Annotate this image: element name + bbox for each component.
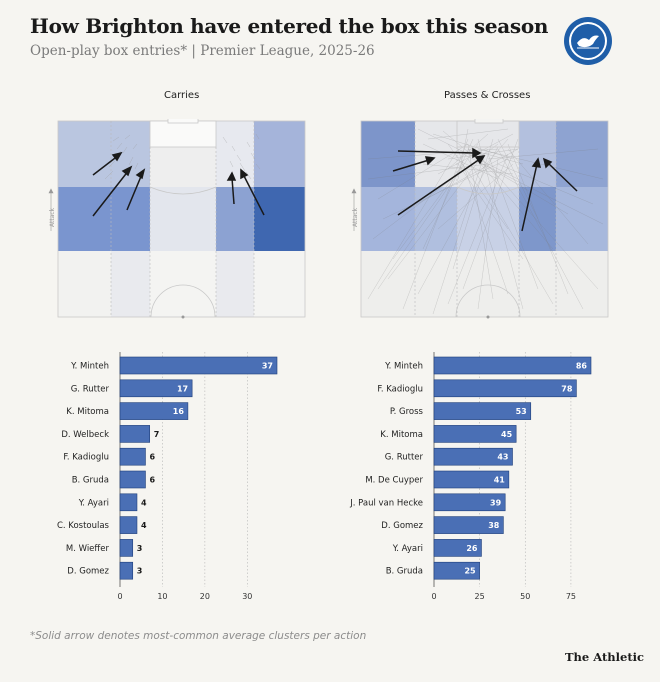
bar <box>433 425 517 443</box>
bar-value-label: 6 <box>149 476 155 485</box>
x-tick-label: 10 <box>157 592 167 601</box>
bar-value-label: 6 <box>149 453 155 462</box>
bar-label: C. Kostoulas <box>57 521 110 531</box>
bar <box>119 425 151 443</box>
pitch-zones <box>361 121 608 317</box>
brighton-crest-logo <box>564 17 612 65</box>
bar-value-label: 86 <box>576 362 588 371</box>
footnote: *Solid arrow denotes most-common average… <box>30 630 367 642</box>
x-tick-label: 0 <box>431 592 436 601</box>
x-tick-label: 50 <box>520 592 530 601</box>
bar <box>433 402 532 420</box>
bar <box>119 561 134 580</box>
bar-value-label: 43 <box>497 453 508 462</box>
bar-value-label: 41 <box>494 476 506 485</box>
bar-label: G. Rutter <box>71 384 110 394</box>
bar <box>433 470 510 489</box>
carries-bar-chart: 0 10 20 30Y. Minteh 37G. Rutter 17K. Mitoma 16… <box>57 352 278 601</box>
bar-label: Y. Minteh <box>70 362 109 372</box>
bar-label: D. Gomez <box>67 567 109 577</box>
bar-label: B. Gruda <box>72 476 109 486</box>
bar-value-label: 26 <box>466 544 478 553</box>
bar-value-label: 53 <box>516 407 527 416</box>
bar <box>433 539 482 557</box>
bar-value-label: 17 <box>177 384 188 393</box>
bar <box>119 470 146 489</box>
bar-value-label: 16 <box>173 407 185 416</box>
bar-value-label: 25 <box>464 567 476 576</box>
bar <box>433 493 506 512</box>
attack-direction-arrow <box>48 188 54 231</box>
bar-label: Y. Ayari <box>78 498 109 508</box>
page-subtitle: Open-play box entries* | Premier League,… <box>30 43 375 59</box>
attack-direction-arrow <box>351 188 357 231</box>
x-tick-label: 25 <box>475 592 485 601</box>
bar <box>119 356 278 375</box>
bar-label: M. De Cuyper <box>365 476 423 486</box>
bar <box>433 379 577 398</box>
bar-label: Y. Ayari <box>392 544 423 554</box>
x-tick-label: 20 <box>200 592 210 601</box>
bar-value-label: 3 <box>137 544 143 553</box>
bar-value-label: 78 <box>561 384 573 393</box>
bar-value-label: 3 <box>137 567 143 576</box>
x-tick-label: 75 <box>566 592 576 601</box>
bar-label: J. Paul van Hecke <box>349 498 423 508</box>
bar <box>119 516 138 534</box>
bar <box>119 402 189 420</box>
bar-label: K. Mitoma <box>380 430 423 440</box>
carries-pitch-map: Attack <box>48 119 306 319</box>
bar-label: D. Gomez <box>381 521 423 531</box>
bar <box>119 447 146 466</box>
x-tick-label: 30 <box>242 592 252 601</box>
bar-label: M. Wieffer <box>66 544 110 554</box>
passes-bar-chart: 0 25 50 75 Y. Minteh 86 F. Kadioglu 78 P. Gross 5… <box>349 352 592 601</box>
attack-label: Attack <box>49 207 56 227</box>
bar-label: F. Kadioglu <box>63 453 109 463</box>
the-athletic-logo: The Athletic <box>565 650 645 664</box>
bar-label: G. Rutter <box>385 453 424 463</box>
carries-panel-title: Carries <box>164 90 200 101</box>
attack-label: Attack <box>352 207 359 227</box>
bar-label: D. Welbeck <box>61 430 109 440</box>
bar <box>433 516 504 534</box>
bar-value-label: 39 <box>490 498 502 507</box>
passes-panel-title: Passes & Crosses <box>444 90 531 101</box>
bar <box>119 493 138 512</box>
bar <box>119 379 193 398</box>
bar-label: K. Mitoma <box>66 407 109 417</box>
page-title: How Brighton have entered the box this s… <box>30 14 549 38</box>
bar-value-label: 45 <box>501 430 513 439</box>
bar <box>433 561 480 580</box>
bar-value-label: 38 <box>488 521 500 530</box>
bar <box>119 539 134 557</box>
bar <box>433 447 513 466</box>
pass-arrows <box>392 147 578 232</box>
x-tick-label: 0 <box>117 592 122 601</box>
bar-label: Y. Minteh <box>384 362 423 372</box>
bar-value-label: 4 <box>141 521 147 530</box>
carry-arrows <box>92 151 265 217</box>
bar <box>433 356 592 375</box>
bar-label: B. Gruda <box>386 567 423 577</box>
bar-value-label: 7 <box>154 430 160 439</box>
bar-value-label: 37 <box>262 362 273 371</box>
bar-label: P. Gross <box>390 407 424 417</box>
bar-value-label: 4 <box>141 498 147 507</box>
bar-label: F. Kadioglu <box>377 384 423 394</box>
passes-pitch-map: Attack <box>351 119 609 319</box>
